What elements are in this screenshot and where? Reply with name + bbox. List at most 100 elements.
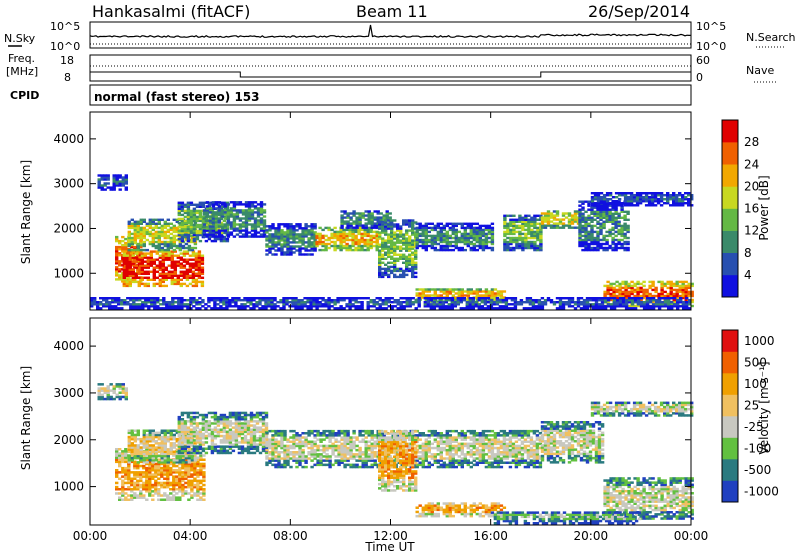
power-cell	[396, 245, 400, 248]
power-cell	[561, 214, 566, 217]
power-cell	[471, 299, 475, 302]
power-cell	[370, 216, 374, 219]
power-cell	[381, 307, 385, 310]
power-cell	[234, 305, 238, 308]
power-cell	[205, 211, 210, 214]
power-cell	[375, 244, 379, 248]
power-cell	[259, 221, 264, 224]
power-cell	[647, 202, 652, 205]
power-cell	[402, 257, 406, 260]
power-cell	[187, 248, 192, 252]
power-cell	[581, 202, 585, 205]
power-cell	[492, 303, 497, 306]
power-cell	[537, 303, 542, 306]
power-cell	[223, 205, 228, 208]
velocity-cell	[109, 395, 113, 399]
power-cell	[187, 246, 192, 250]
power-cell	[524, 224, 528, 228]
power-cell	[197, 280, 202, 284]
power-cell	[624, 294, 628, 298]
power-cell	[468, 297, 472, 300]
power-cell	[546, 214, 551, 217]
power-cell	[578, 236, 582, 240]
power-cell	[396, 241, 400, 244]
velocity-cell	[163, 477, 167, 480]
power-cell	[633, 307, 638, 310]
power-cell	[246, 299, 250, 302]
power-cell	[345, 242, 349, 246]
power-cell	[191, 250, 196, 253]
power-cell	[436, 234, 440, 238]
power-cell	[201, 219, 206, 223]
power-cell	[342, 234, 346, 238]
power-cell	[333, 232, 337, 236]
power-cell	[666, 192, 670, 195]
power-colorbar-swatch	[722, 252, 738, 276]
power-cell	[487, 236, 492, 240]
power-cell	[590, 242, 594, 246]
power-cell	[180, 223, 185, 227]
power-cell	[430, 238, 434, 242]
power-cell	[229, 231, 234, 234]
power-cell	[240, 303, 244, 306]
power-cell	[253, 223, 258, 226]
power-cell	[555, 297, 560, 300]
power-cell	[660, 288, 664, 292]
power-cell	[608, 202, 613, 205]
power-cell	[456, 297, 460, 300]
power-cell	[200, 282, 205, 286]
power-cell	[244, 235, 249, 238]
power-cell	[195, 205, 200, 208]
power-cell	[528, 307, 533, 310]
power-cell	[396, 227, 400, 230]
power-cell	[336, 238, 340, 242]
power-cell	[152, 276, 156, 279]
power-cell	[675, 282, 679, 286]
power-cell	[442, 236, 446, 240]
power-cell	[256, 203, 261, 206]
power-cell	[490, 290, 495, 293]
power-cell	[460, 224, 464, 228]
power-cell	[587, 200, 591, 203]
power-cell	[670, 297, 674, 300]
power-cell	[161, 270, 165, 273]
power-cell	[411, 271, 415, 275]
velocity-cell	[118, 452, 122, 455]
power-cell	[258, 307, 262, 310]
velocity-cell	[136, 473, 140, 476]
velocity-cell	[175, 450, 179, 453]
velocity-cell	[130, 481, 134, 485]
power-cell	[232, 215, 237, 218]
power-cell	[618, 301, 623, 304]
power-cell	[660, 292, 664, 296]
power-cell	[171, 299, 175, 302]
power-cell	[208, 219, 213, 222]
power-cell	[135, 297, 139, 300]
power-cell	[581, 226, 585, 230]
power-cell	[384, 225, 388, 228]
power-cell	[123, 303, 127, 306]
velocity-cell	[157, 492, 161, 495]
velocity-cell	[136, 496, 140, 499]
power-cell	[143, 270, 147, 273]
power-cell	[567, 212, 572, 215]
power-cell	[602, 194, 607, 197]
power-cell	[611, 236, 615, 240]
power-cell	[358, 212, 362, 215]
power-cell	[590, 248, 594, 252]
power-cell	[213, 305, 217, 308]
power-cell	[448, 226, 452, 230]
power-cell	[292, 231, 296, 234]
power-cell	[690, 196, 694, 199]
power-cell	[358, 224, 362, 227]
power-cell	[192, 299, 196, 302]
power-cell	[659, 200, 664, 203]
power-cell	[130, 245, 134, 249]
power-cell	[112, 178, 116, 181]
velocity-cell	[133, 483, 137, 487]
power-cell	[430, 234, 434, 238]
power-cell	[343, 220, 347, 223]
freq-tick-top: 18	[60, 54, 74, 67]
power-cell	[181, 246, 186, 250]
power-cell	[307, 237, 311, 240]
